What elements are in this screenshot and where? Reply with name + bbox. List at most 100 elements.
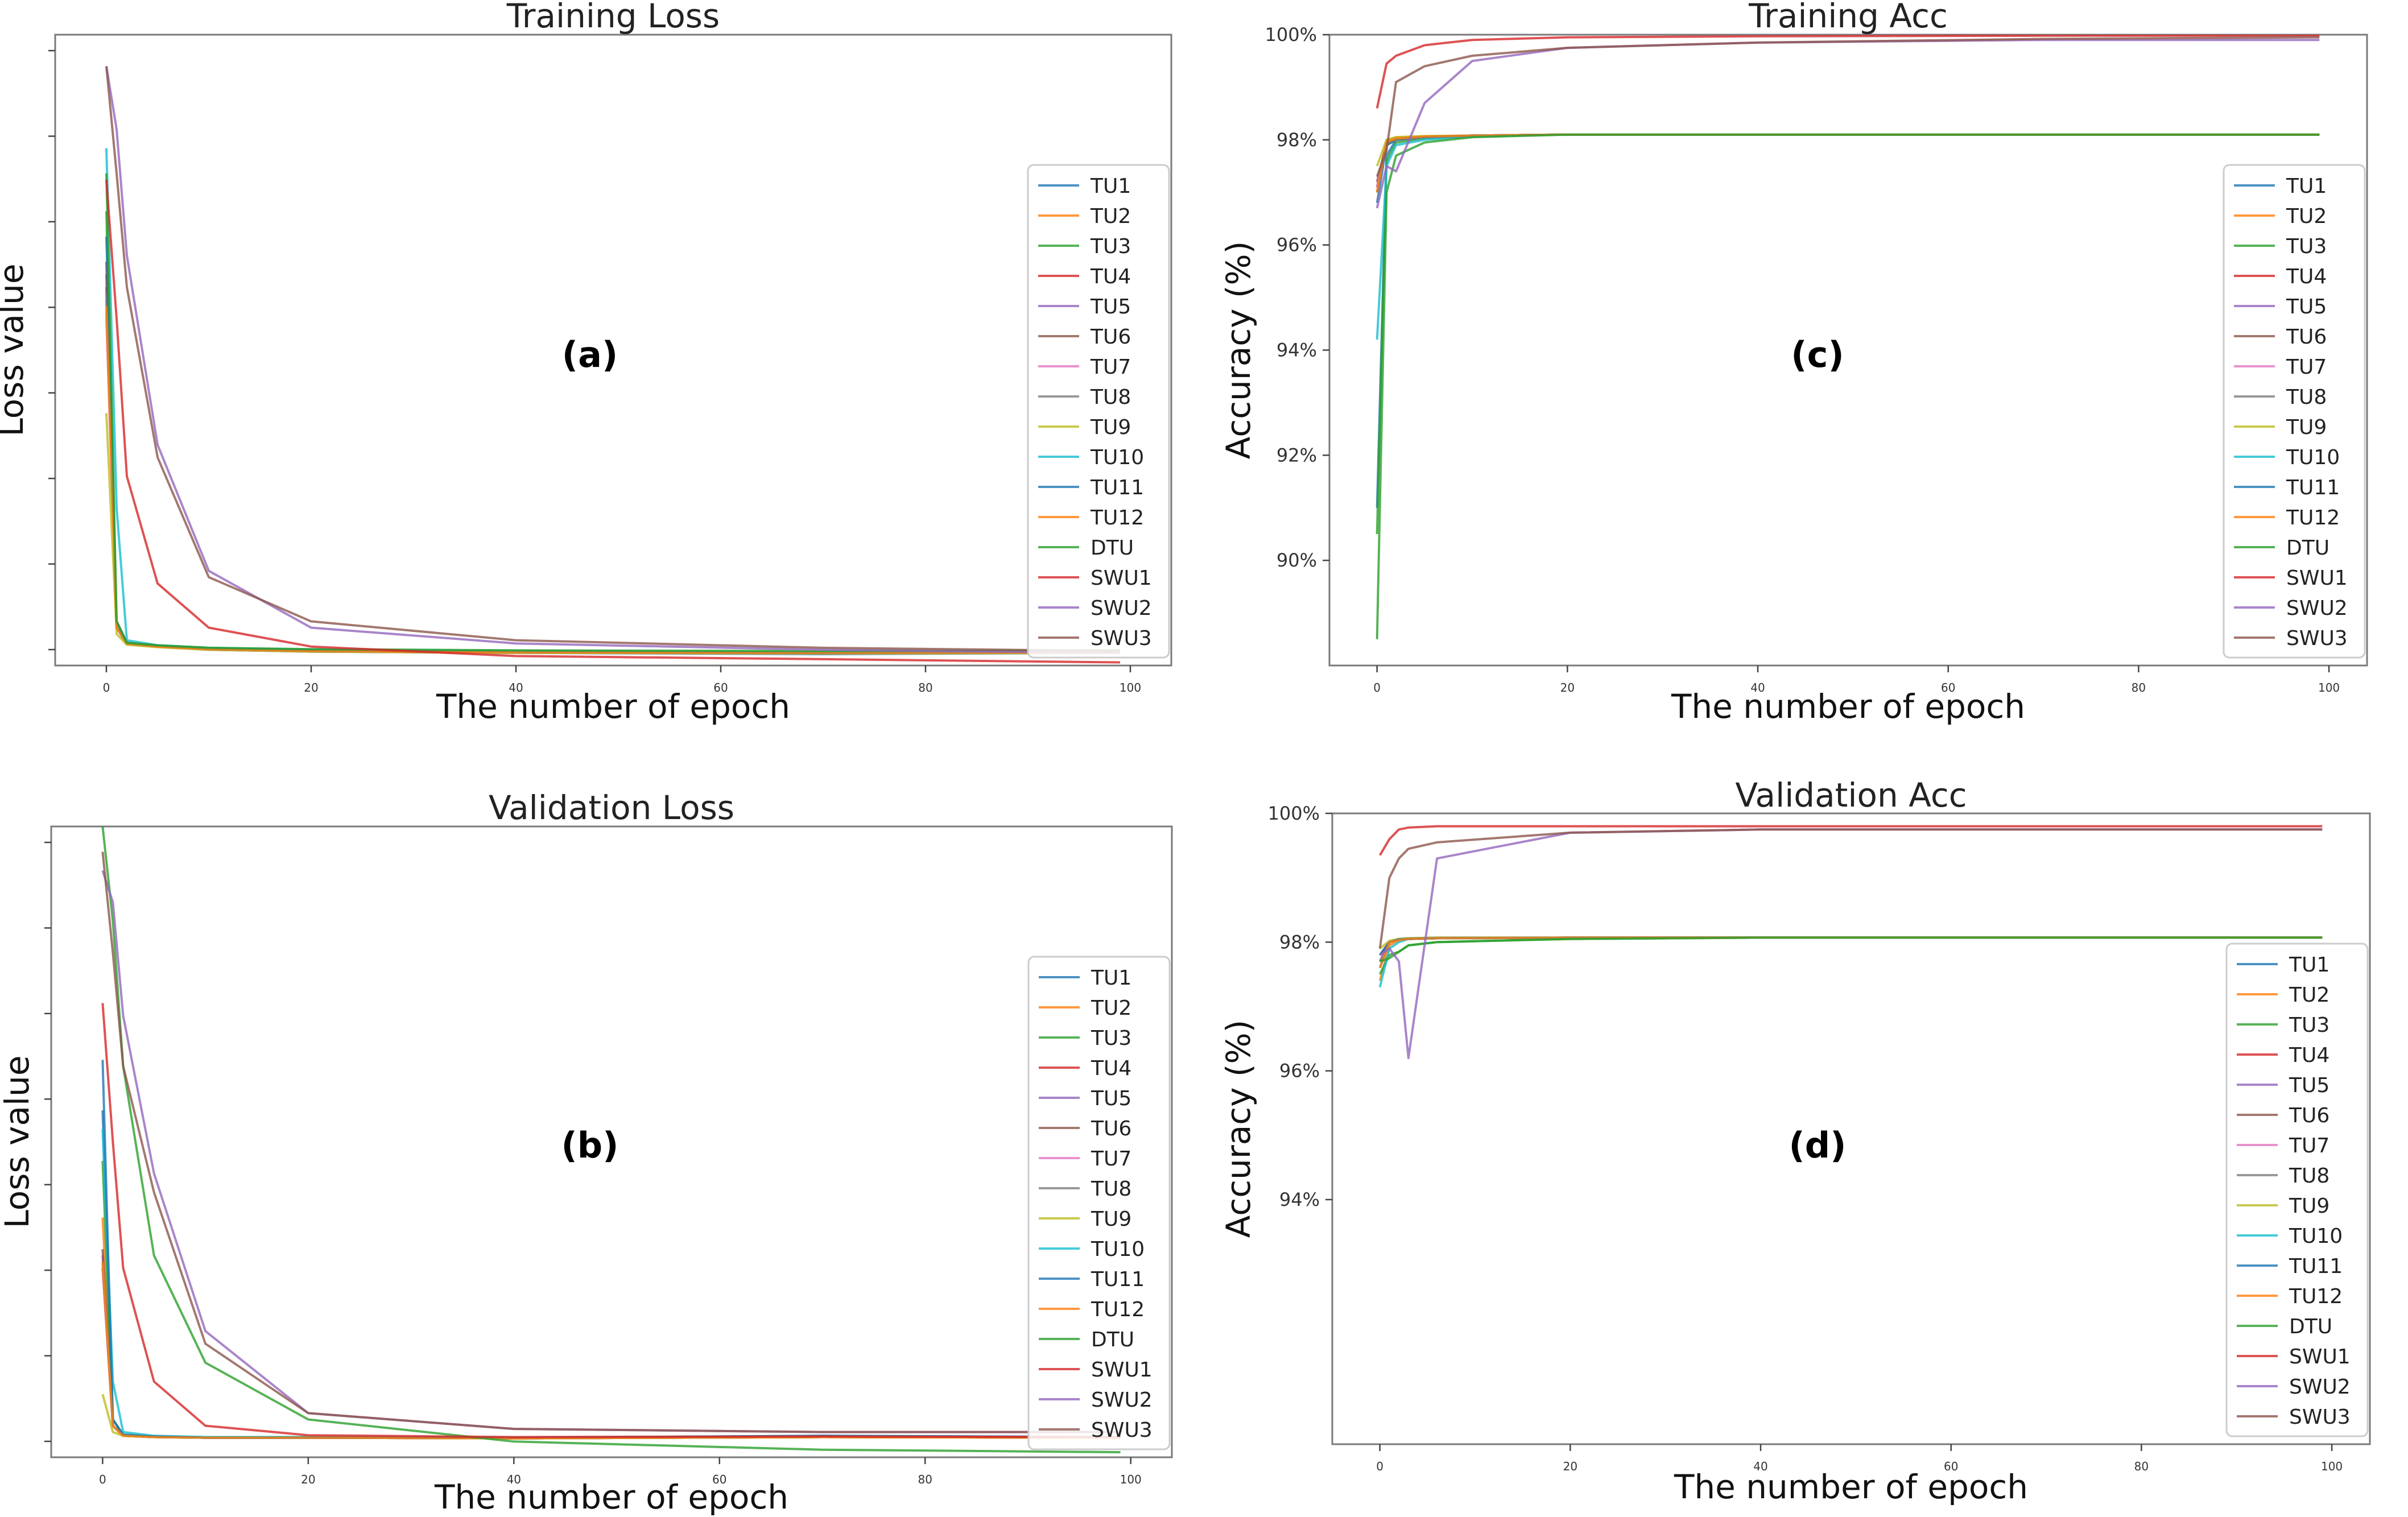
legend-item: TU2	[2237, 983, 2329, 1007]
x-tick-label: 60	[1941, 681, 1955, 695]
legend-label: DTU	[2289, 1315, 2332, 1338]
legend: TU1 TU2 TU3 TU4 TU5 TU6 TU7 TU8 TU9 TU10 TU11 TU12 D…	[2225, 943, 2369, 1437]
legend-label: SWU2	[2289, 1375, 2351, 1399]
legend-label: TU3	[2289, 1014, 2329, 1037]
legend-label: TU7	[1091, 1147, 1131, 1171]
legend-label: TU3	[2286, 235, 2327, 258]
y-tick-label: 94%	[1279, 1189, 1320, 1210]
legend-item: TU9	[1038, 416, 1131, 439]
series-line-swu1	[1378, 825, 2323, 856]
legend-item: SWU3	[1039, 1419, 1153, 1442]
series-line-swu1	[101, 1003, 1121, 1439]
panel-label: (d)	[1789, 1125, 1846, 1166]
y-axis-label: Accuracy (%)	[1219, 1020, 1258, 1238]
legend-item: TU5	[1038, 295, 1131, 319]
legend-item: TU7	[2234, 356, 2327, 379]
x-tick-label: 20	[301, 1473, 315, 1486]
x-tick-label: 20	[304, 681, 318, 695]
series-line-dtu	[101, 826, 1121, 1454]
legend-item: TU7	[2237, 1134, 2329, 1158]
x-tick-label: 100	[1120, 1473, 1142, 1486]
legend-label: TU3	[1090, 235, 1131, 258]
legend-label: TU9	[1091, 1208, 1131, 1231]
legend-label: TU12	[1091, 1298, 1145, 1321]
legend-item: SWU2	[1038, 597, 1152, 620]
legend-item: DTU	[1039, 1328, 1134, 1351]
series-line-dtu	[1376, 133, 2320, 639]
legend-label: TU8	[2289, 1164, 2329, 1188]
legend-label: TU9	[2289, 1194, 2329, 1218]
legend-item: TU5	[2237, 1074, 2329, 1097]
legend-label: TU2	[1090, 205, 1131, 228]
legend-item: SWU3	[1038, 627, 1152, 650]
legend-item: TU10	[1038, 446, 1144, 469]
legend-label: TU2	[1091, 997, 1131, 1020]
legend-item: DTU	[1038, 536, 1134, 560]
legend-item: TU6	[1039, 1117, 1131, 1140]
legend-label: TU11	[1090, 476, 1144, 499]
legend-label: TU6	[1091, 1117, 1131, 1140]
legend-label: SWU3	[2286, 627, 2348, 650]
legend-item: TU10	[2237, 1225, 2343, 1248]
legend-item: SWU1	[2234, 567, 2348, 590]
y-axis-label: Accuracy (%)	[1219, 241, 1258, 460]
legend-item: SWU3	[2234, 627, 2348, 650]
series-line-swu2	[105, 66, 1121, 654]
x-tick-label: 20	[1560, 681, 1575, 695]
legend-item: DTU	[2234, 536, 2329, 560]
legend-item: TU7	[1038, 356, 1131, 379]
x-tick-label: 60	[712, 1473, 726, 1486]
legend-label: SWU3	[1091, 627, 1152, 650]
legend-item: TU5	[2234, 295, 2327, 319]
legend-label: TU11	[2289, 1255, 2343, 1278]
legend-item: SWU2	[2237, 1375, 2351, 1399]
series-line-swu3	[101, 851, 1121, 1433]
legend-item: TU8	[1038, 386, 1131, 409]
legend-item: TU12	[1039, 1298, 1145, 1321]
legend-label: TU8	[1090, 386, 1131, 409]
legend-label: TU6	[1090, 325, 1131, 349]
series-line-swu3	[1378, 828, 2323, 949]
x-tick-label: 0	[103, 681, 110, 695]
x-tick-label: 100	[2321, 1460, 2343, 1473]
legend-label: TU7	[1090, 356, 1131, 379]
series-line-swu1	[105, 179, 1121, 664]
legend-item: TU1	[2234, 175, 2327, 198]
legend-label: TU7	[2286, 356, 2327, 379]
legend-label: TU6	[2289, 1104, 2329, 1127]
legend-label: SWU1	[1091, 1358, 1153, 1382]
legend-item: DTU	[2237, 1315, 2332, 1338]
legend-item: TU4	[2237, 1044, 2329, 1067]
legend-item: TU3	[2237, 1014, 2329, 1037]
legend-item: TU11	[1039, 1268, 1145, 1291]
legend-item: TU11	[1038, 476, 1144, 499]
y-tick-label: 92%	[1277, 444, 1317, 466]
x-tick-label: 40	[507, 1473, 521, 1486]
x-tick-label: 0	[99, 1473, 106, 1486]
y-tick-label: 98%	[1279, 931, 1320, 953]
chart-panel-b: Validation Loss 0 20 40 60 80 100 The number of…	[0, 788, 1173, 1516]
panel-label: (c)	[1791, 334, 1844, 375]
legend-item: SWU2	[1039, 1388, 1153, 1412]
series-line-swu1	[1376, 35, 2320, 109]
legend-item: TU12	[2237, 1285, 2343, 1308]
legend-item: TU9	[2237, 1194, 2329, 1218]
legend-item: TU12	[2234, 506, 2340, 530]
legend-label: TU12	[2286, 506, 2340, 530]
legend-item: TU1	[2237, 953, 2329, 977]
x-axis-label: The number of epoch	[1671, 687, 2025, 726]
legend-label: TU2	[2286, 205, 2327, 228]
series-line-swu3	[105, 66, 1121, 652]
legend-label: TU11	[2286, 476, 2340, 499]
legend-item: SWU1	[1038, 567, 1152, 590]
legend-box	[2225, 943, 2369, 1437]
x-axis-label: The number of epoch	[436, 687, 790, 726]
legend-box	[1027, 164, 1170, 659]
legend-item: SWU3	[2237, 1406, 2351, 1429]
y-tick-label: 94%	[1277, 340, 1317, 361]
legend-item: TU11	[2237, 1255, 2343, 1278]
y-tick-label: 96%	[1277, 234, 1317, 256]
x-tick-label: 80	[918, 1473, 932, 1486]
legend-item: TU4	[2234, 265, 2327, 288]
